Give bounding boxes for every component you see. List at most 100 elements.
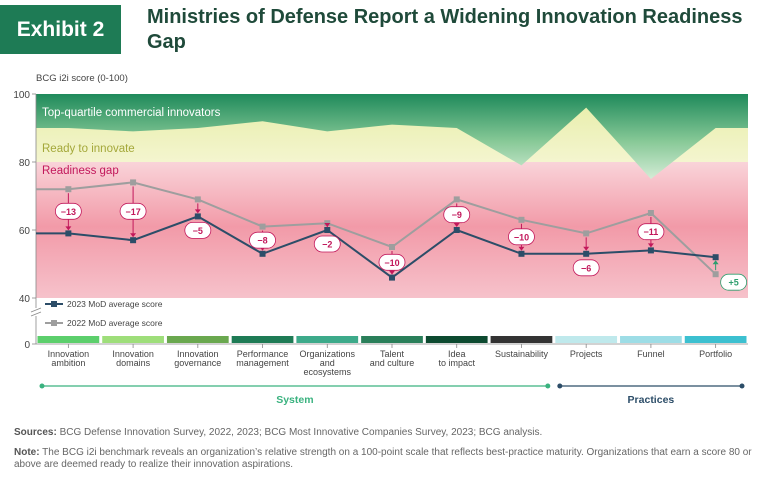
point-2022-1	[130, 179, 137, 186]
point-2023-10	[712, 254, 719, 261]
legend-label-2022: 2022 MoD average score	[67, 318, 163, 328]
group-dot-start-0	[39, 383, 45, 389]
category-bar-6	[425, 336, 488, 343]
gap-label: +5	[729, 278, 739, 288]
y-tick-label: 100	[13, 90, 30, 101]
category-bar-5	[361, 336, 423, 343]
gap-indicator-9: −11	[637, 217, 665, 248]
gap-badge	[313, 235, 341, 253]
legend-marker-2023	[51, 301, 57, 307]
gap-arrowhead	[583, 246, 590, 251]
gap-arrowhead	[453, 223, 460, 227]
gap-indicator-1: −17	[119, 186, 147, 238]
chart-title: Ministries of Defense Report a Widening …	[147, 6, 743, 53]
gap-indicator-4: −2	[313, 223, 341, 253]
gap-indicator-5: −10	[378, 251, 406, 275]
gap-label: −10	[384, 258, 399, 268]
category-bar-1	[102, 336, 164, 343]
point-2023-9	[647, 247, 654, 254]
gap-label: −2	[322, 240, 332, 250]
category-label-0: Innovation ambition	[48, 349, 90, 368]
gap-label: −17	[125, 207, 140, 217]
zone-label-top-quartile: Top-quartile commercial innovators	[42, 107, 221, 119]
category-label-6: Idea to impact	[438, 349, 475, 368]
category-bar-0	[37, 336, 100, 343]
legend-marker-2022	[51, 320, 57, 326]
gap-badge	[572, 259, 600, 277]
gap-indicator-7: −10	[508, 223, 535, 251]
group-dot-end-1	[739, 383, 745, 389]
gap-indicator-8: −6	[572, 237, 600, 277]
gap-badge	[249, 231, 276, 249]
gap-indicator-6: −9	[443, 203, 471, 227]
y-axis-label: BCG i2i score (0-100)	[36, 73, 128, 84]
sources-text: BCG Defense Innovation Survey, 2022, 202…	[59, 427, 543, 438]
gap-indicator-0: −13	[54, 193, 82, 231]
zone-label-readiness-gap: Readiness gap	[42, 165, 119, 177]
gap-badge	[119, 202, 147, 220]
gap-label: −8	[257, 236, 267, 246]
point-2022-10	[712, 271, 719, 278]
category-label-5: Talent and culture	[370, 349, 415, 368]
note-text: The BCG i2i benchmark reveals an organiz…	[14, 447, 752, 470]
exhibit-label: Exhibit 2	[0, 5, 121, 54]
point-2022-9	[647, 210, 654, 216]
point-2023-2	[194, 213, 201, 220]
gap-arrowhead	[65, 226, 72, 231]
gap-label: −10	[514, 232, 529, 242]
category-label-10: Portfolio	[699, 349, 732, 359]
gap-badge	[378, 253, 406, 271]
point-2022-5	[389, 244, 395, 250]
gap-arrowhead	[647, 243, 654, 248]
group-label-0: System	[276, 394, 313, 406]
point-2023-0	[65, 230, 72, 237]
y-tick-label: 0	[24, 340, 30, 351]
point-2022-8	[583, 230, 590, 237]
note-label: Note:	[14, 447, 40, 458]
gap-arrowhead	[389, 270, 395, 275]
point-2023-3	[259, 250, 266, 257]
point-2023-7	[518, 250, 525, 257]
category-bar-3	[231, 336, 294, 343]
category-label-1: Innovation domains	[112, 349, 154, 368]
note: Note: The BCG i2i benchmark reveals an o…	[14, 447, 759, 471]
gap-indicator-3: −8	[249, 230, 276, 251]
gap-label: −11	[644, 227, 659, 237]
category-bar-7	[490, 336, 553, 343]
zone-label-ready: Ready to innovate	[42, 143, 135, 155]
gap-indicator-10: +5	[712, 260, 748, 291]
point-2022-2	[194, 196, 201, 203]
point-2022-6	[453, 196, 460, 203]
y-tick-label: 80	[19, 158, 31, 169]
gap-arrowhead	[324, 223, 331, 227]
chart: 0 40 60 80 100 Top-quartile commercial innov…	[13, 90, 748, 406]
gap-label: −6	[581, 263, 591, 273]
gap-arrowhead	[518, 246, 525, 251]
legend-label-2023: 2023 MoD average score	[67, 299, 163, 309]
gap-badge	[720, 273, 748, 291]
group-dot-start-1	[557, 383, 563, 389]
category-bar-4	[296, 336, 359, 343]
category-bar-8	[555, 336, 618, 343]
gap-arrowhead	[130, 233, 137, 238]
point-2023-6	[453, 227, 460, 233]
sources-label: Sources:	[14, 427, 57, 438]
sources: Sources: BCG Defense Innovation Survey, …	[14, 427, 759, 439]
gap-arrowhead	[712, 260, 719, 265]
gap-badge	[54, 202, 82, 220]
gap-indicator-2: −5	[184, 203, 212, 239]
group-label-1: Practices	[628, 394, 675, 406]
category-label-4: Organizations and ecosystems	[300, 349, 356, 377]
group-dot-end-0	[545, 383, 551, 389]
category-bar-10	[684, 336, 747, 343]
gap-label: −5	[193, 226, 203, 236]
y-tick-label: 60	[19, 226, 31, 237]
gap-label: −13	[61, 207, 76, 217]
point-2022-7	[518, 216, 525, 223]
gap-arrowhead	[194, 209, 201, 214]
point-2022-0	[65, 186, 72, 193]
top-quartile-zone	[36, 94, 748, 179]
gap-badge	[637, 223, 665, 241]
y-tick-label: 40	[19, 294, 31, 305]
gap-badge	[184, 221, 212, 239]
